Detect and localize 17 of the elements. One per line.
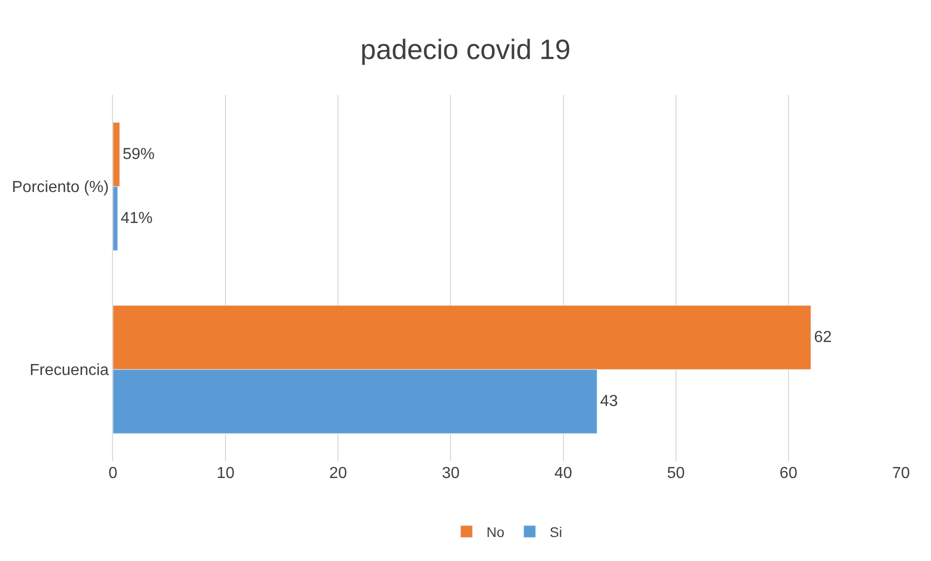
x-tick-label: 40 bbox=[554, 465, 572, 482]
data-label: 43 bbox=[600, 393, 618, 410]
x-tick-label: 10 bbox=[216, 465, 235, 482]
y-tick-label: Frecuencia bbox=[30, 362, 109, 380]
x-tick-label: 60 bbox=[780, 465, 798, 482]
legend-label: No bbox=[486, 524, 505, 540]
x-tick-label: 50 bbox=[666, 465, 685, 482]
x-tick-label: 30 bbox=[442, 465, 460, 482]
chart-title: padecio covid 19 bbox=[360, 34, 571, 65]
x-tick-label: 0 bbox=[108, 465, 118, 482]
x-tick-label: 20 bbox=[329, 465, 348, 482]
x-tick-label: 70 bbox=[892, 465, 910, 482]
legend-label: Si bbox=[550, 524, 562, 540]
data-label: 41% bbox=[120, 210, 153, 228]
data-label: 59% bbox=[122, 146, 155, 163]
y-tick-label: Porciento (%) bbox=[12, 179, 109, 196]
data-label: 62 bbox=[814, 328, 832, 346]
